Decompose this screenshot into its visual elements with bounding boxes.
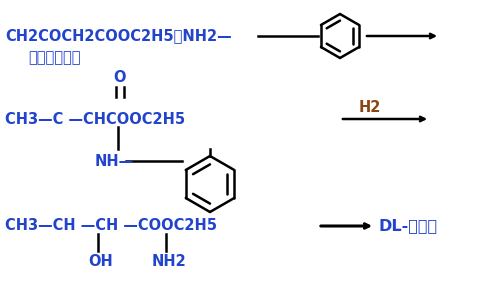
Text: DL-苏氨酸: DL-苏氨酸 <box>378 218 437 233</box>
Text: CH3—C —CHCOOC2H5: CH3—C —CHCOOC2H5 <box>5 111 185 126</box>
Text: 乙酰乙酸乙酯: 乙酰乙酸乙酯 <box>28 51 81 66</box>
Text: NH2: NH2 <box>152 255 187 270</box>
Text: H2: H2 <box>359 99 381 114</box>
Text: CH2COCH2COOC2H5＋NH2—: CH2COCH2COOC2H5＋NH2— <box>5 29 232 44</box>
Text: OH: OH <box>88 255 113 270</box>
Text: CH3—CH —CH —COOC2H5: CH3—CH —CH —COOC2H5 <box>5 218 217 233</box>
Text: O: O <box>114 69 126 84</box>
Text: NH—: NH— <box>95 153 134 168</box>
